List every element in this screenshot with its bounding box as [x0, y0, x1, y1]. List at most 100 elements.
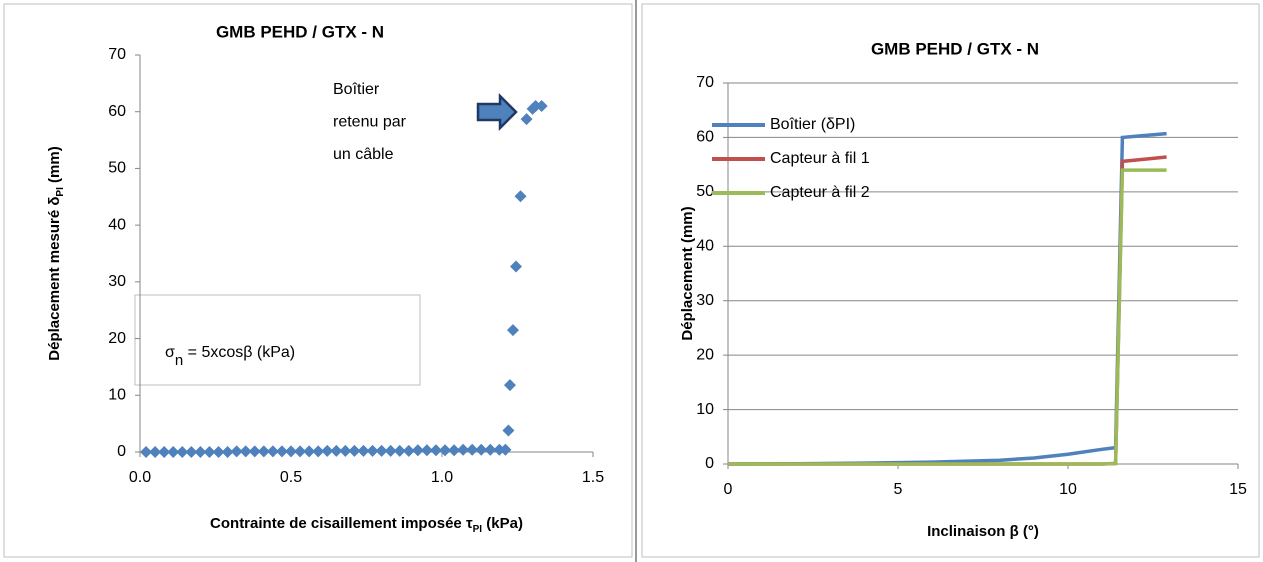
y-tick-label: 40 — [108, 216, 126, 233]
point — [457, 443, 470, 456]
annotation: retenu par — [333, 114, 407, 131]
point — [321, 444, 334, 457]
point — [503, 379, 516, 392]
y-axis-label: Déplacement (mm) — [679, 206, 696, 340]
x-tick-label: 0.0 — [129, 469, 151, 486]
point — [411, 444, 424, 457]
point — [502, 424, 515, 437]
y-tick-label: 50 — [108, 160, 126, 177]
point — [514, 190, 527, 203]
point — [439, 444, 452, 457]
point — [149, 446, 162, 458]
point — [520, 113, 533, 126]
left-panel — [3, 3, 633, 558]
point — [509, 260, 522, 273]
y-tick-label: 30 — [696, 292, 714, 309]
x-axis-label-part: PI — [473, 524, 483, 535]
point — [393, 444, 406, 457]
chart-title: GMB PEHD / GTX - N — [216, 22, 384, 41]
point — [402, 444, 415, 457]
y-tick-label: 30 — [108, 273, 126, 290]
y-tick-label: 10 — [108, 387, 126, 404]
point — [303, 445, 316, 458]
x-tick-label: 5 — [894, 481, 903, 498]
point — [294, 445, 307, 458]
right-panel — [641, 3, 1260, 558]
x-tick-label: 0.5 — [280, 469, 302, 486]
formula-part: σ — [165, 344, 175, 361]
point — [506, 324, 519, 337]
formula-box — [134, 294, 421, 386]
point — [499, 443, 512, 456]
y-axis-label: Déplacement mesuré δPI (mm) — [46, 146, 66, 360]
legend-label: Capteur à fil 1 — [770, 150, 870, 167]
point — [176, 446, 189, 458]
point — [194, 446, 207, 458]
y-axis-label-part: Déplacement mesuré δ — [46, 197, 63, 361]
point — [248, 445, 261, 458]
point — [275, 445, 288, 458]
point — [185, 446, 198, 458]
point — [230, 445, 243, 458]
point — [357, 444, 370, 457]
point — [257, 445, 270, 458]
point — [312, 445, 325, 458]
y-tick-label: 70 — [108, 46, 126, 63]
x-tick-label: 0 — [724, 481, 733, 498]
point — [448, 444, 461, 457]
x-axis-label-part: Contrainte de cisaillement imposée τ — [210, 515, 473, 532]
point — [330, 444, 343, 457]
x-axis-label-part: Inclinaison β (°) — [927, 523, 1039, 540]
point — [375, 444, 388, 457]
y-tick-label: 50 — [696, 183, 714, 200]
point — [140, 446, 153, 458]
formula: σn = 5xcosβ (kPa) — [165, 344, 295, 369]
point — [158, 446, 171, 458]
y-tick-label: 70 — [696, 74, 714, 91]
point — [239, 445, 252, 458]
point — [429, 444, 442, 457]
point — [535, 100, 548, 113]
point — [167, 446, 180, 458]
point — [285, 445, 297, 458]
arrow — [476, 92, 518, 132]
y-axis-label-part: PI — [55, 187, 66, 197]
y-tick-label: 20 — [696, 346, 714, 363]
series-line — [727, 131, 1167, 466]
x-axis-label: Inclinaison β (°) — [927, 523, 1039, 540]
y-tick-label: 40 — [696, 238, 714, 255]
point — [212, 446, 225, 458]
point — [475, 443, 488, 456]
y-axis-label-part: Déplacement (mm) — [679, 206, 696, 340]
legend-label: Boîtier (δPI) — [770, 116, 855, 133]
point — [203, 446, 216, 458]
annotation: un câble — [333, 146, 394, 163]
point — [366, 444, 379, 457]
point — [221, 446, 234, 458]
y-axis-label-part: (mm) — [46, 146, 63, 187]
x-tick-label: 1.5 — [582, 469, 604, 486]
point — [484, 443, 497, 456]
point — [420, 444, 433, 457]
series-line — [728, 168, 1167, 466]
point — [466, 443, 479, 456]
y-tick-label: 60 — [696, 129, 714, 146]
x-axis-label: Contrainte de cisaillement imposée τPI (… — [210, 515, 523, 535]
chart-title: GMB PEHD / GTX - N — [871, 39, 1039, 58]
y-tick-label: 0 — [117, 443, 126, 460]
y-tick-label: 60 — [108, 103, 126, 120]
annotation: Boîtier — [333, 81, 380, 98]
x-axis-label-part: (kPa) — [482, 515, 523, 532]
y-tick-label: 10 — [696, 401, 714, 418]
point — [493, 443, 506, 456]
series-line — [728, 155, 1167, 466]
x-tick-label: 15 — [1229, 481, 1247, 498]
point — [529, 100, 542, 113]
point — [348, 444, 361, 457]
formula-part: n — [175, 352, 183, 369]
formula-part: = 5xcosβ (kPa) — [183, 344, 295, 361]
y-tick-label: 0 — [705, 455, 714, 472]
point — [339, 444, 352, 457]
x-tick-label: 10 — [1059, 481, 1077, 498]
